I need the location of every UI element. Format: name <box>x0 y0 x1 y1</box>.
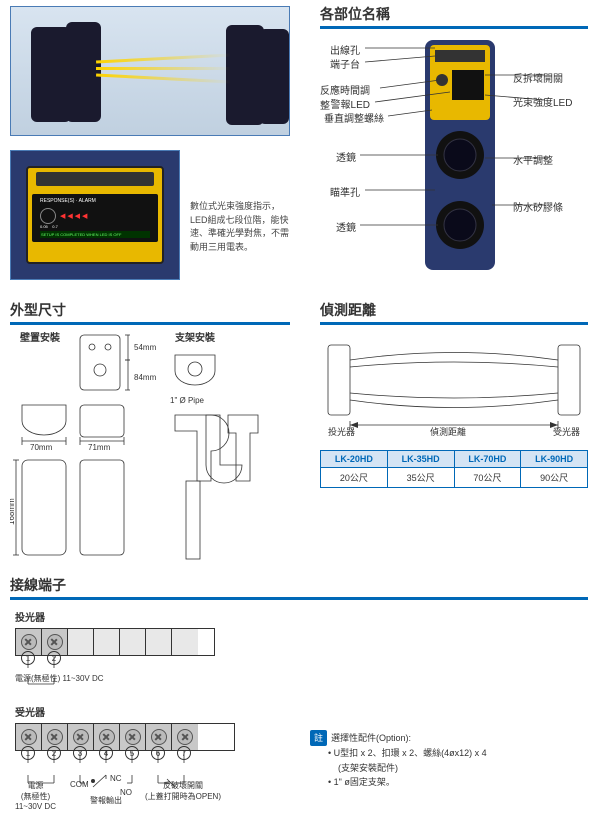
model-2: LK-70HD <box>454 451 521 468</box>
svg-text:NC: NC <box>110 774 122 783</box>
value-0: 20公尺 <box>321 468 388 488</box>
dim-h2: 84mm <box>134 373 157 382</box>
range-label: 偵測距離 <box>430 425 466 438</box>
model-0: LK-20HD <box>321 451 388 468</box>
section-detection-title: 偵測距離 <box>320 300 588 325</box>
tx-num-1: 1 <box>21 651 35 665</box>
dimensions-diagram: 壁置安裝 支架安裝 54mm 84mm 70mm 71mm 168mm 1" Ø… <box>10 325 290 565</box>
dim-h3: 54mm <box>134 343 157 352</box>
section-parts-title: 各部位名稱 <box>320 4 588 29</box>
rx-terminals: 受光器 NC NO 1 2 3 4 5 6 7 電源 (無極性) 11~30V … <box>15 700 235 824</box>
rx-num-1: 1 <box>21 746 35 760</box>
model-1: LK-35HD <box>387 451 454 468</box>
value-3: 90公尺 <box>521 468 588 488</box>
callout-tamper-sw: 反拆壞開關 <box>513 70 563 85</box>
tx-sub-label: 投光器 <box>15 609 215 624</box>
callout-waterproof: 防水矽膠條 <box>513 199 563 214</box>
detection-table: LK-20HD LK-35HD LK-70HD LK-90HD 20公尺 35公… <box>320 450 588 488</box>
callout-outlet-hole: 出線孔 <box>330 42 360 57</box>
tx-power-label: 電源(無極性) 11~30V DC <box>15 673 104 684</box>
tx-terminals: 投光器 1 2 電源(無極性) 11~30V DC <box>15 605 215 699</box>
options-block: 註選擇性配件(Option): • U型扣 x 2、扣環 x 2、螺絲(4øx1… <box>310 730 590 790</box>
dim-w1: 70mm <box>30 443 53 452</box>
tx-label: 投光器 <box>328 425 355 438</box>
rx-num-6: 6 <box>151 746 165 760</box>
rx-label: 受光器 <box>553 425 580 438</box>
section-terminals-title: 接線端子 <box>10 575 588 600</box>
callout-terminal-block: 端子台 <box>330 56 360 71</box>
model-3: LK-90HD <box>521 451 588 468</box>
rx-power-label: 電源 (無極性) 11~30V DC <box>15 780 56 811</box>
callout-alarm-led: 警報LED <box>331 96 370 111</box>
opt-badge: 註 <box>310 730 327 746</box>
callout-beam-led: 光束強度LED <box>513 94 572 109</box>
value-2: 70公尺 <box>454 468 521 488</box>
tx-num-2: 2 <box>47 651 61 665</box>
dim-w2: 71mm <box>88 443 111 452</box>
product-photo-2: RESPONSE(S) · ALARM ◀ ◀ ◀ ◀ 0.05 0.7 SET… <box>10 150 180 280</box>
value-1: 35公尺 <box>387 468 454 488</box>
callout-lens-1: 透鏡 <box>336 149 356 164</box>
callout-sight-hole: 瞄準孔 <box>330 184 360 199</box>
section-dimensions-title: 外型尺寸 <box>10 300 290 325</box>
opt-title: 選擇性配件(Option): <box>331 733 411 743</box>
bracket-mount-label: 支架安裝 <box>175 329 215 344</box>
rx-num-2: 2 <box>47 746 61 760</box>
opt-item1b: (支架安裝配件) <box>338 763 398 773</box>
rx-num-3: 3 <box>73 746 87 760</box>
wall-mount-label: 壁置安裝 <box>20 329 60 344</box>
rx-alarm-label: 警報輸出 <box>90 795 122 806</box>
callout-horiz-adj: 水平調整 <box>513 152 553 167</box>
callout-vert-adj: 垂直調整螺絲 <box>324 110 384 125</box>
callout-lens-2: 透鏡 <box>336 219 356 234</box>
parts-diagram: 出線孔 端子台 反應時間調整 警報LED 垂直調整螺絲 透鏡 瞄準孔 透鏡 反拆… <box>320 30 588 285</box>
rx-tamper-label: 反破壞開關 (上蓋打開時為OPEN) <box>145 780 221 802</box>
photo-description: 數位式光束強度指示，LED組成七段位階，能快速、準確光學對焦，不需動用三用電表。 <box>190 200 290 254</box>
rx-com-label: COM <box>70 780 89 789</box>
rx-num-4: 4 <box>99 746 113 760</box>
opt-item2: 1" ø固定支架。 <box>334 777 395 787</box>
rx-sub-label: 受光器 <box>15 704 235 719</box>
product-photo-1 <box>10 6 290 136</box>
dim-h: 168mm <box>10 498 16 525</box>
opt-item1: U型扣 x 2、扣環 x 2、螺絲(4øx12) x 4 <box>334 748 487 758</box>
rx-num-7: 7 <box>177 746 191 760</box>
rx-num-5: 5 <box>125 746 139 760</box>
dim-pipe: 1" Ø Pipe <box>170 396 205 405</box>
